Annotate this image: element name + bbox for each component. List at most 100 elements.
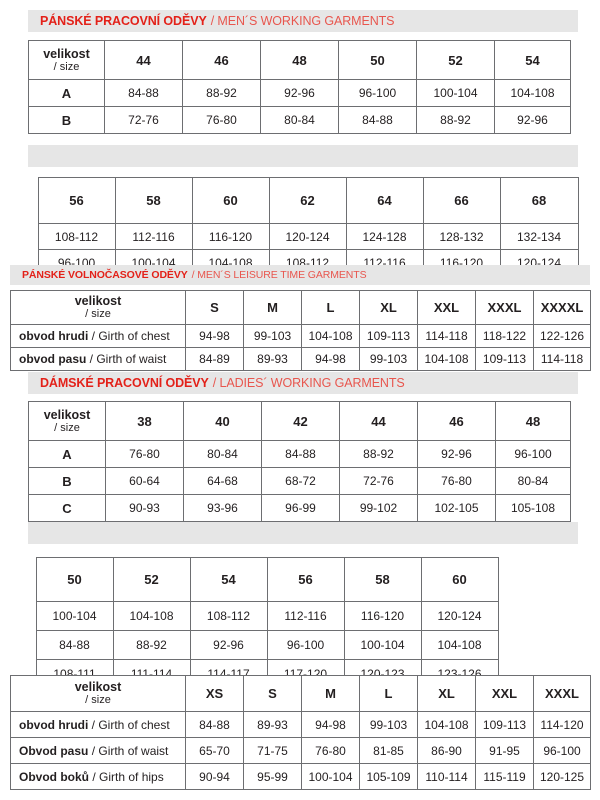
size-header-cell: 50 bbox=[35, 557, 114, 602]
measurement-cell: 105-109 bbox=[359, 763, 418, 790]
size-header-cell: 60 bbox=[420, 557, 499, 602]
stub-label-size: / size bbox=[85, 694, 111, 707]
measurement-cell: 112-116 bbox=[266, 601, 345, 631]
measurement-cell: 64-68 bbox=[183, 467, 262, 495]
size-stub-header: velikost / size bbox=[28, 401, 106, 441]
measurement-cell: 81-85 bbox=[359, 737, 418, 764]
measurement-cell: 108-112 bbox=[189, 601, 268, 631]
size-header-cell: XXL bbox=[475, 675, 534, 712]
measurement-cell: 120-125 bbox=[533, 763, 591, 790]
measurement-label: obvod pasu / Girth of waist bbox=[10, 347, 186, 371]
measurement-label-en: / Girth of waist bbox=[89, 352, 167, 366]
size-header-cell: 48 bbox=[495, 401, 571, 441]
size-header-cell: 56 bbox=[37, 177, 116, 224]
table-row: obvod hrudi / Girth of chest 84-88 89-93 94… bbox=[10, 711, 591, 738]
table-row: A 84-88 88-92 92-96 96-100 100-104 104-108 bbox=[28, 79, 571, 107]
measurement-cell: 94-98 bbox=[301, 347, 360, 371]
size-header-cell: M bbox=[243, 290, 302, 325]
size-header-cell: 54 bbox=[494, 40, 571, 80]
stub-label-velikost: velikost bbox=[74, 680, 122, 695]
size-header-cell: L bbox=[359, 675, 418, 712]
measurement-cell: 84-88 bbox=[338, 106, 417, 134]
measurement-cell: 99-103 bbox=[359, 347, 418, 371]
measurement-cell: 104-108 bbox=[417, 711, 476, 738]
table-header-row: velikost / size 44 46 48 50 52 54 bbox=[28, 40, 571, 80]
size-header-cell: 46 bbox=[182, 40, 261, 80]
size-header-cell: 48 bbox=[260, 40, 339, 80]
row-label-cell: C bbox=[28, 494, 106, 522]
measurement-cell: 109-113 bbox=[475, 347, 534, 371]
table-ladies-working-2: 50 52 54 56 58 60 100-104 104-108 108-112 112-11… bbox=[28, 557, 499, 689]
measurement-cell: 95-99 bbox=[243, 763, 302, 790]
spacer-cell bbox=[28, 630, 37, 660]
measurement-cell: 60-64 bbox=[105, 467, 184, 495]
size-header-cell: XXXL bbox=[533, 675, 591, 712]
measurement-cell: 120-124 bbox=[420, 601, 499, 631]
stub-label-velikost: velikost bbox=[74, 294, 122, 309]
section-title: PÁNSKÉ VOLNOČASOVÉ ODĚVY bbox=[22, 269, 188, 281]
measurement-cell: 80-84 bbox=[183, 440, 262, 468]
measurement-cell: 114-118 bbox=[533, 347, 591, 371]
size-header-cell: 40 bbox=[183, 401, 262, 441]
measurement-label-en: / Girth of chest bbox=[91, 717, 170, 732]
table-row: B 72-76 76-80 80-84 84-88 88-92 92-96 bbox=[28, 106, 571, 134]
table-mens-leisure-wrap: velikost / size S M L XL XXL XXXL XXXXL obvod hru… bbox=[10, 290, 591, 371]
measurement-cell: 89-93 bbox=[243, 711, 302, 738]
measurement-cell: 76-80 bbox=[417, 467, 496, 495]
section-subtitle: / MEN´S LEISURE TIME GARMENTS bbox=[191, 269, 367, 281]
measurement-cell: 76-80 bbox=[301, 737, 360, 764]
measurement-cell: 96-100 bbox=[533, 737, 591, 764]
size-stub-header: velikost / size bbox=[28, 40, 105, 80]
table-row: 84-88 88-92 92-96 96-100 100-104 104-108 bbox=[28, 630, 499, 660]
section-title: DÁMSKÉ PRACOVNÍ ODĚVY bbox=[40, 376, 209, 390]
size-header-cell: XXXL bbox=[475, 290, 534, 325]
measurement-cell: 84-88 bbox=[261, 440, 340, 468]
measurement-cell: 104-108 bbox=[417, 347, 476, 371]
size-header-cell: 50 bbox=[338, 40, 417, 80]
table-header-row: velikost / size S M L XL XXL XXXL XXXXL bbox=[10, 290, 591, 325]
measurement-cell: 96-99 bbox=[261, 494, 340, 522]
table-mens-working-1-wrap: velikost / size 44 46 48 50 52 54 A 84-88 88-92 92-… bbox=[28, 40, 571, 134]
measurement-cell: 80-84 bbox=[495, 467, 571, 495]
measurement-cell: 102-105 bbox=[417, 494, 496, 522]
size-header-cell: XL bbox=[359, 290, 418, 325]
measurement-cell: 99-102 bbox=[339, 494, 418, 522]
section-header-mens-leisure: PÁNSKÉ VOLNOČASOVÉ ODĚVY / MEN´S LEISURE… bbox=[10, 265, 590, 285]
measurement-cell: 109-113 bbox=[475, 711, 534, 738]
measurement-cell: 100-104 bbox=[301, 763, 360, 790]
measurement-cell: 114-120 bbox=[533, 711, 591, 738]
size-header-cell: XS bbox=[185, 675, 244, 712]
measurement-cell: 124-128 bbox=[345, 223, 424, 250]
measurement-cell: 80-84 bbox=[260, 106, 339, 134]
size-header-cell: 58 bbox=[114, 177, 193, 224]
table-row: Obvod boků / Girth of hips 90-94 95-99 100-… bbox=[10, 763, 591, 790]
measurement-cell: 72-76 bbox=[104, 106, 183, 134]
measurement-cell: 91-95 bbox=[475, 737, 534, 764]
measurement-label-cz: Obvod boků bbox=[19, 769, 93, 784]
measurement-cell: 92-96 bbox=[189, 630, 268, 660]
measurement-cell: 92-96 bbox=[260, 79, 339, 107]
spacer-cell bbox=[28, 557, 37, 602]
measurement-label-en: / Girth of waist bbox=[91, 743, 169, 758]
measurement-cell: 65-70 bbox=[185, 737, 244, 764]
measurement-label-en: / Girth of chest bbox=[91, 329, 170, 343]
section-header-ladies-working: DÁMSKÉ PRACOVNÍ ODĚVY / LADIES´ WORKING … bbox=[28, 372, 578, 394]
measurement-cell: 88-92 bbox=[182, 79, 261, 107]
row-label-cell: B bbox=[28, 106, 105, 134]
section-title: PÁNSKÉ PRACOVNÍ ODĚVY bbox=[40, 14, 207, 28]
measurement-cell: 93-96 bbox=[183, 494, 262, 522]
measurement-cell: 71-75 bbox=[243, 737, 302, 764]
table-mens-working-2-wrap: 56 58 60 62 64 66 68 108-112 112-116 116-120 120-… bbox=[28, 177, 579, 276]
size-header-cell: 44 bbox=[339, 401, 418, 441]
table-header-row: 50 52 54 56 58 60 bbox=[28, 557, 499, 602]
table-ladies-leisure-wrap: velikost / size XS S M L XL XXL XXXL obvod hrudi … bbox=[10, 675, 591, 790]
size-header-cell: 54 bbox=[189, 557, 268, 602]
measurement-cell: 90-94 bbox=[185, 763, 244, 790]
measurement-cell: 76-80 bbox=[182, 106, 261, 134]
size-header-cell: 62 bbox=[268, 177, 347, 224]
measurement-label-cz: obvod hrudi bbox=[19, 329, 92, 343]
table-header-row: velikost / size 38 40 42 44 46 48 bbox=[28, 401, 571, 441]
table-ladies-working-2-wrap: 50 52 54 56 58 60 100-104 104-108 108-112 112-11… bbox=[28, 557, 499, 689]
measurement-label: Obvod pasu / Girth of waist bbox=[10, 737, 186, 764]
measurement-cell: 84-89 bbox=[185, 347, 244, 371]
